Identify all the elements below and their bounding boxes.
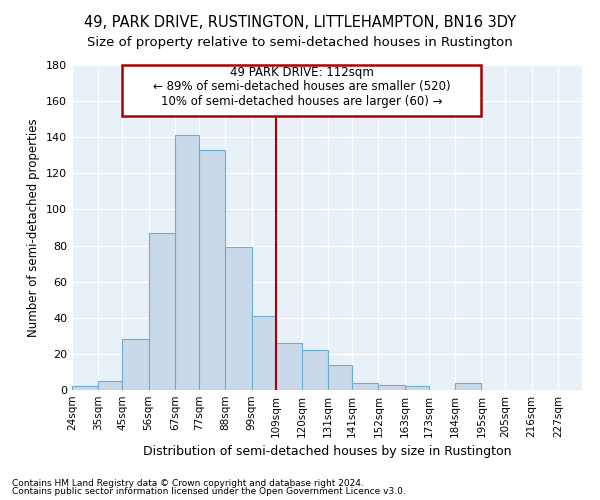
Text: Contains HM Land Registry data © Crown copyright and database right 2024.: Contains HM Land Registry data © Crown c… (12, 478, 364, 488)
Bar (225, 248, 251, 390)
Text: 49, PARK DRIVE, RUSTINGTON, LITTLEHAMPTON, BN16 3DY: 49, PARK DRIVE, RUSTINGTON, LITTLEHAMPTO… (84, 15, 516, 30)
X-axis label: Distribution of semi-detached houses by size in Rustington: Distribution of semi-detached houses by … (143, 446, 511, 458)
Text: 49 PARK DRIVE: 112sqm: 49 PARK DRIVE: 112sqm (230, 66, 374, 78)
Bar (379, 384, 405, 390)
Y-axis label: Number of semi-detached properties: Number of semi-detached properties (28, 118, 40, 337)
Bar (302, 350, 328, 390)
Bar (98, 381, 122, 390)
Text: 10% of semi-detached houses are larger (60) →: 10% of semi-detached houses are larger (… (161, 94, 443, 108)
Bar (328, 364, 352, 390)
Bar (352, 383, 379, 390)
Bar (149, 233, 175, 390)
Bar (122, 340, 149, 390)
FancyBboxPatch shape (122, 65, 481, 116)
Bar (405, 386, 429, 390)
Text: Size of property relative to semi-detached houses in Rustington: Size of property relative to semi-detach… (87, 36, 513, 49)
Bar (275, 343, 302, 390)
Bar (455, 383, 481, 390)
Bar (251, 316, 275, 390)
Text: ← 89% of semi-detached houses are smaller (520): ← 89% of semi-detached houses are smalle… (153, 80, 451, 93)
Bar (199, 150, 225, 390)
Bar (175, 136, 199, 390)
Text: Contains public sector information licensed under the Open Government Licence v3: Contains public sector information licen… (12, 487, 406, 496)
Bar (72, 386, 98, 390)
